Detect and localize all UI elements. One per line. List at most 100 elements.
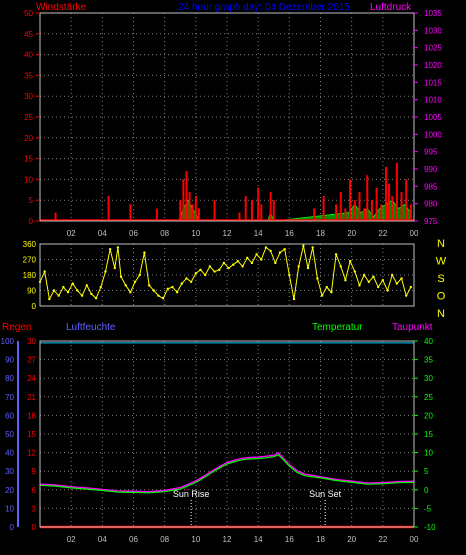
sunrise-label: Sun Rise xyxy=(173,489,210,499)
temperature-axis-tick-label: 35 xyxy=(424,356,433,365)
wind-direction-point xyxy=(119,275,123,278)
wind-direction-point xyxy=(124,284,127,287)
pressure-axis-tick-label: 975 xyxy=(424,217,438,226)
humidity-axis-label: Luftfeuchte xyxy=(66,322,116,333)
wind-direction-point xyxy=(297,265,300,268)
wind-direction-point xyxy=(409,285,413,289)
direction-axis-tick-label: 360 xyxy=(23,240,37,249)
wind-direction-point xyxy=(302,244,305,247)
pressure-axis-tick-label: 985 xyxy=(424,182,438,191)
wind-direction-point xyxy=(147,284,151,287)
wind-direction-point xyxy=(161,297,165,300)
wind-direction-point xyxy=(227,266,230,270)
rain-axis-label: Regen xyxy=(2,322,31,333)
tick-label-layer: 0510152025303540455097598098599099510001… xyxy=(1,9,447,544)
wind-panel-x-tick-label: 02 xyxy=(67,229,76,238)
wind-direction-point xyxy=(48,297,51,301)
temperature-axis-tick-label: 25 xyxy=(424,393,433,402)
humidity-axis-tick-label: 70 xyxy=(5,393,14,402)
wind-direction-point xyxy=(376,285,380,289)
wind-panel-x-tick-label: 06 xyxy=(129,229,138,238)
wind-direction-point xyxy=(189,280,193,284)
frame-layer xyxy=(39,12,415,528)
wind-direction-point xyxy=(372,275,375,278)
temperature-panel-x-tick-label: 16 xyxy=(285,535,294,544)
wind-direction-point xyxy=(85,284,88,287)
rain-axis-tick-label: 3 xyxy=(32,504,37,513)
pressure-axis-tick-label: 1000 xyxy=(424,130,442,139)
wind-direction-point xyxy=(241,265,244,268)
wind-direction-point xyxy=(348,260,352,263)
temperature-axis-tick-label: 40 xyxy=(424,337,433,346)
wind-direction-point xyxy=(66,291,70,294)
wind-direction-point xyxy=(90,292,93,296)
direction-letter: N xyxy=(437,308,445,320)
direction-letter: S xyxy=(437,273,444,285)
wind-axis-tick-label: 15 xyxy=(24,155,33,164)
wind-direction-point xyxy=(180,282,184,285)
temperature-axis-tick-label: 10 xyxy=(424,449,433,458)
wind-direction-point xyxy=(166,287,169,290)
temperature-axis-tick-label: -10 xyxy=(424,523,436,532)
wind-direction-point xyxy=(260,258,263,261)
humidity-axis-tick-label: 80 xyxy=(5,374,14,383)
wind-direction-point xyxy=(325,285,328,289)
wind-direction-point xyxy=(246,256,249,259)
humidity-axis-tick-label: 30 xyxy=(5,467,14,476)
wind-panel-x-tick-label: 14 xyxy=(254,229,263,238)
wind-panel-x-tick-label: 20 xyxy=(347,229,356,238)
wind-direction-point xyxy=(334,253,338,256)
rain-axis-tick-label: 27 xyxy=(27,356,36,365)
temperature-axis-tick-label: 15 xyxy=(424,430,433,439)
wind-direction-point xyxy=(94,297,98,300)
wind-direction-point xyxy=(208,265,212,268)
grid-layer xyxy=(40,13,414,527)
wind-axis-tick-label: 0 xyxy=(29,217,34,226)
wind-direction-point xyxy=(138,273,141,277)
pressure-axis-tick-label: 1025 xyxy=(424,44,442,53)
wind-direction-point xyxy=(353,270,356,273)
wind-axis-tick-label: 50 xyxy=(24,9,33,18)
wind-panel-x-tick-label: 00 xyxy=(410,229,419,238)
temperature-axis-label: Temperatur xyxy=(312,322,363,333)
wind-direction-point xyxy=(292,297,296,301)
wind-direction-point xyxy=(99,285,102,289)
humidity-axis-tick-label: 60 xyxy=(5,411,14,420)
wind-direction-point xyxy=(269,249,272,253)
wind-direction-point xyxy=(405,294,408,297)
pressure-axis-tick-label: 980 xyxy=(424,200,438,209)
pressure-axis-tick-label: 1010 xyxy=(424,96,442,105)
humidity-axis-tick-label: 10 xyxy=(5,504,14,513)
temperature-line xyxy=(39,454,415,494)
wind-direction-point xyxy=(236,260,240,263)
wind-direction-point xyxy=(175,291,179,294)
direction-letter: N xyxy=(437,238,445,250)
direction-letter: O xyxy=(437,291,446,303)
wind-direction-point xyxy=(129,291,132,294)
pressure-axis-tick-label: 1020 xyxy=(424,61,442,70)
wind-direction-point xyxy=(62,285,65,289)
temperature-panel-x-tick-label: 06 xyxy=(129,535,138,544)
wind-direction-point xyxy=(395,282,399,285)
wind-direction-point xyxy=(362,273,366,277)
wind-axis-tick-label: 45 xyxy=(24,30,33,39)
temperature-panel-x-tick-label: 04 xyxy=(98,535,107,544)
wind-direction-point xyxy=(274,261,277,265)
temperature-panel-x-tick-label: 18 xyxy=(316,535,325,544)
wind-direction-point xyxy=(400,277,403,280)
humidity-axis-tick-label: 0 xyxy=(10,523,15,532)
rain-axis-tick-label: 0 xyxy=(32,523,37,532)
wind-direction-point xyxy=(108,247,112,251)
wind-axis-tick-label: 5 xyxy=(29,196,34,205)
wind-direction-point xyxy=(278,251,282,254)
wind-direction-point xyxy=(250,261,254,265)
pressure-axis-tick-label: 1015 xyxy=(424,78,442,87)
wind-direction-point xyxy=(116,246,120,249)
wind-direction-point xyxy=(143,251,146,254)
wind-direction-point xyxy=(157,294,160,297)
wind-panel-x-tick-label: 12 xyxy=(223,229,232,238)
dewpoint-line xyxy=(39,452,415,493)
rain-axis-tick-label: 9 xyxy=(32,467,37,476)
rain-axis-tick-label: 24 xyxy=(27,374,36,383)
direction-axis-tick-label: 180 xyxy=(23,271,37,280)
